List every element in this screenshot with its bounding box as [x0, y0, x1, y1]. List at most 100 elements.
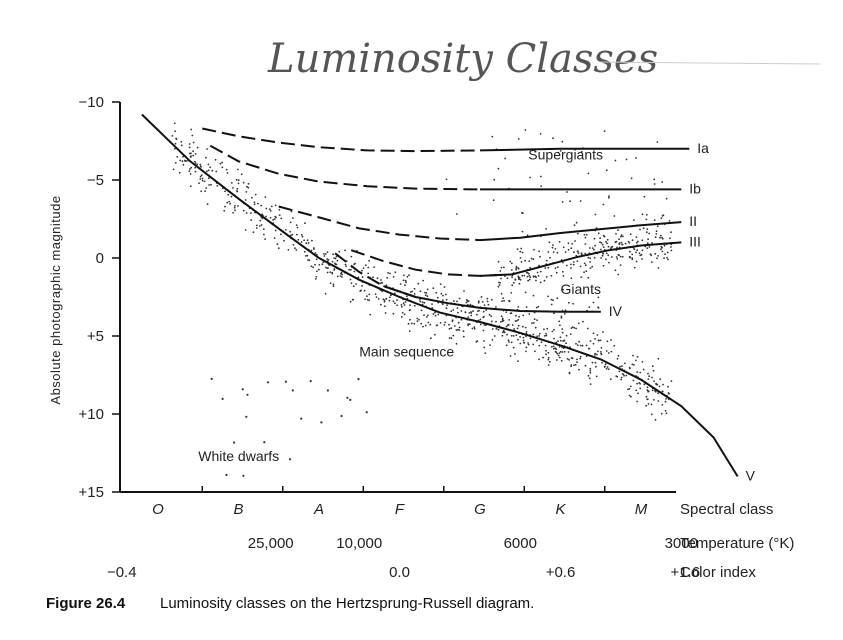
- star-point: [576, 250, 579, 253]
- star-point: [584, 364, 587, 367]
- star-point: [407, 322, 410, 325]
- star-point: [584, 264, 587, 267]
- star-point: [599, 241, 601, 244]
- star-point: [511, 276, 513, 279]
- star-point: [561, 201, 564, 203]
- star-point: [605, 252, 608, 255]
- star-point: [423, 301, 426, 304]
- star-point: [313, 247, 315, 249]
- star-point: [451, 319, 454, 322]
- star-point: [648, 375, 650, 378]
- star-point: [242, 181, 245, 184]
- star-point: [560, 359, 563, 362]
- star-point: [547, 356, 550, 359]
- star-point: [604, 363, 607, 366]
- star-point: [515, 314, 517, 317]
- star-point: [591, 361, 594, 364]
- star-point: [510, 341, 513, 344]
- star-point: [260, 204, 263, 207]
- star-point: [519, 278, 522, 281]
- star-point: [623, 374, 625, 377]
- star-point: [233, 206, 236, 209]
- star-point: [269, 217, 272, 219]
- star-point: [538, 332, 541, 335]
- star-point: [529, 176, 531, 179]
- star-point: [522, 325, 524, 328]
- star-point: [226, 172, 229, 174]
- star-point: [495, 306, 497, 308]
- star-point: [539, 255, 541, 258]
- star-point: [592, 342, 595, 345]
- star-point: [482, 316, 485, 319]
- star-point: [576, 358, 578, 361]
- star-point: [207, 169, 210, 172]
- star-point: [445, 298, 448, 301]
- star-point: [490, 315, 493, 317]
- star-point: [483, 304, 486, 306]
- star-point: [174, 162, 177, 164]
- star-point: [483, 346, 486, 349]
- star-point: [580, 150, 583, 153]
- star-point: [350, 282, 353, 284]
- star-point: [538, 335, 540, 337]
- star-point: [587, 256, 590, 259]
- star-point: [589, 247, 591, 249]
- star-point: [549, 256, 551, 259]
- star-point: [664, 400, 667, 403]
- star-point: [396, 299, 398, 301]
- star-point: [237, 182, 240, 185]
- star-point: [666, 251, 669, 254]
- star-point: [599, 237, 601, 240]
- star-point: [179, 159, 182, 162]
- star-point: [452, 334, 455, 337]
- star-point: [340, 414, 343, 418]
- star-point: [367, 266, 370, 269]
- star-point: [467, 300, 470, 302]
- star-point: [173, 122, 176, 125]
- class-iv-dashed-line: [334, 252, 416, 298]
- star-point: [383, 300, 386, 303]
- spectral-class-o: O: [152, 501, 164, 518]
- star-point: [456, 307, 459, 309]
- star-point: [547, 295, 549, 298]
- class-ii-label: II: [689, 213, 697, 229]
- star-point: [491, 135, 494, 138]
- star-point: [456, 213, 458, 215]
- star-point: [606, 238, 609, 241]
- star-point: [458, 329, 461, 331]
- star-point: [557, 340, 559, 343]
- star-point: [639, 371, 642, 374]
- star-point: [538, 250, 540, 253]
- star-point: [394, 292, 396, 295]
- star-point: [661, 181, 664, 183]
- star-point: [188, 170, 191, 173]
- star-point: [194, 153, 197, 155]
- star-point: [300, 241, 303, 243]
- star-point: [636, 400, 639, 403]
- star-point: [501, 334, 504, 337]
- star-point: [350, 255, 353, 258]
- class-ib-label: Ib: [689, 180, 701, 196]
- star-point: [207, 163, 210, 166]
- star-point: [636, 356, 639, 358]
- star-point: [468, 323, 471, 325]
- star-point: [237, 179, 240, 182]
- star-point: [455, 329, 458, 332]
- star-point: [242, 474, 245, 477]
- star-point: [536, 271, 539, 274]
- star-point: [563, 350, 566, 353]
- star-point: [565, 264, 568, 267]
- star-point: [252, 231, 255, 234]
- star-point: [599, 351, 602, 353]
- star-point: [402, 279, 405, 282]
- star-point: [602, 203, 605, 206]
- class-iii-dashed-line: [350, 249, 513, 277]
- star-point: [392, 276, 395, 278]
- star-point: [670, 231, 672, 234]
- star-point: [200, 190, 203, 193]
- star-point: [584, 236, 587, 239]
- star-point: [635, 236, 638, 239]
- star-point: [440, 292, 443, 295]
- star-point: [670, 246, 672, 248]
- star-point: [514, 353, 516, 355]
